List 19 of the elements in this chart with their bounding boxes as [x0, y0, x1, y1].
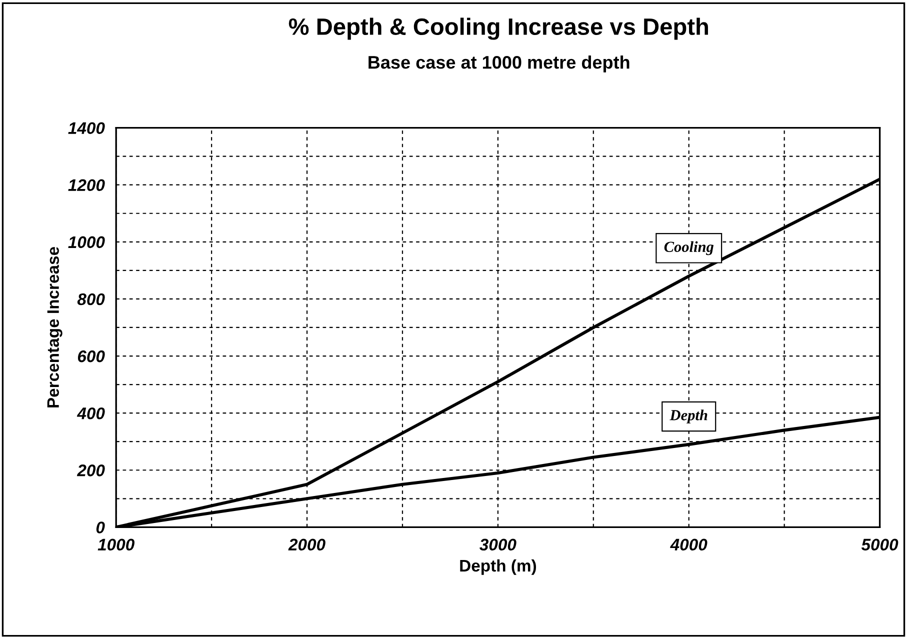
- y-tick-label: 1200: [68, 179, 105, 192]
- y-tick-label: 800: [77, 293, 105, 306]
- series-label: Depth: [670, 410, 708, 424]
- x-tick-label: 1000: [98, 538, 134, 551]
- y-tick-label: 1000: [68, 236, 105, 248]
- x-tick-label: 3000: [480, 538, 516, 551]
- y-tick-label: 1400: [68, 122, 105, 134]
- y-tick-label: 400: [76, 407, 105, 420]
- chart-subtitle: Base case at 1000 metre depth: [368, 55, 630, 72]
- x-tick-label: 5000: [861, 538, 898, 551]
- x-axis-title: Depth (m): [460, 559, 536, 575]
- chart-title: % Depth & Cooling Increase vs Depth: [288, 18, 708, 40]
- y-tick-label: 0: [96, 522, 105, 534]
- series-label: Cooling: [664, 241, 714, 256]
- x-tick-label: 2000: [288, 538, 326, 551]
- y-axis-title: Percentage Increase: [47, 246, 62, 408]
- x-tick-label: 4000: [670, 538, 708, 551]
- y-tick-label: 600: [78, 350, 105, 362]
- y-tick-label: 200: [76, 464, 105, 476]
